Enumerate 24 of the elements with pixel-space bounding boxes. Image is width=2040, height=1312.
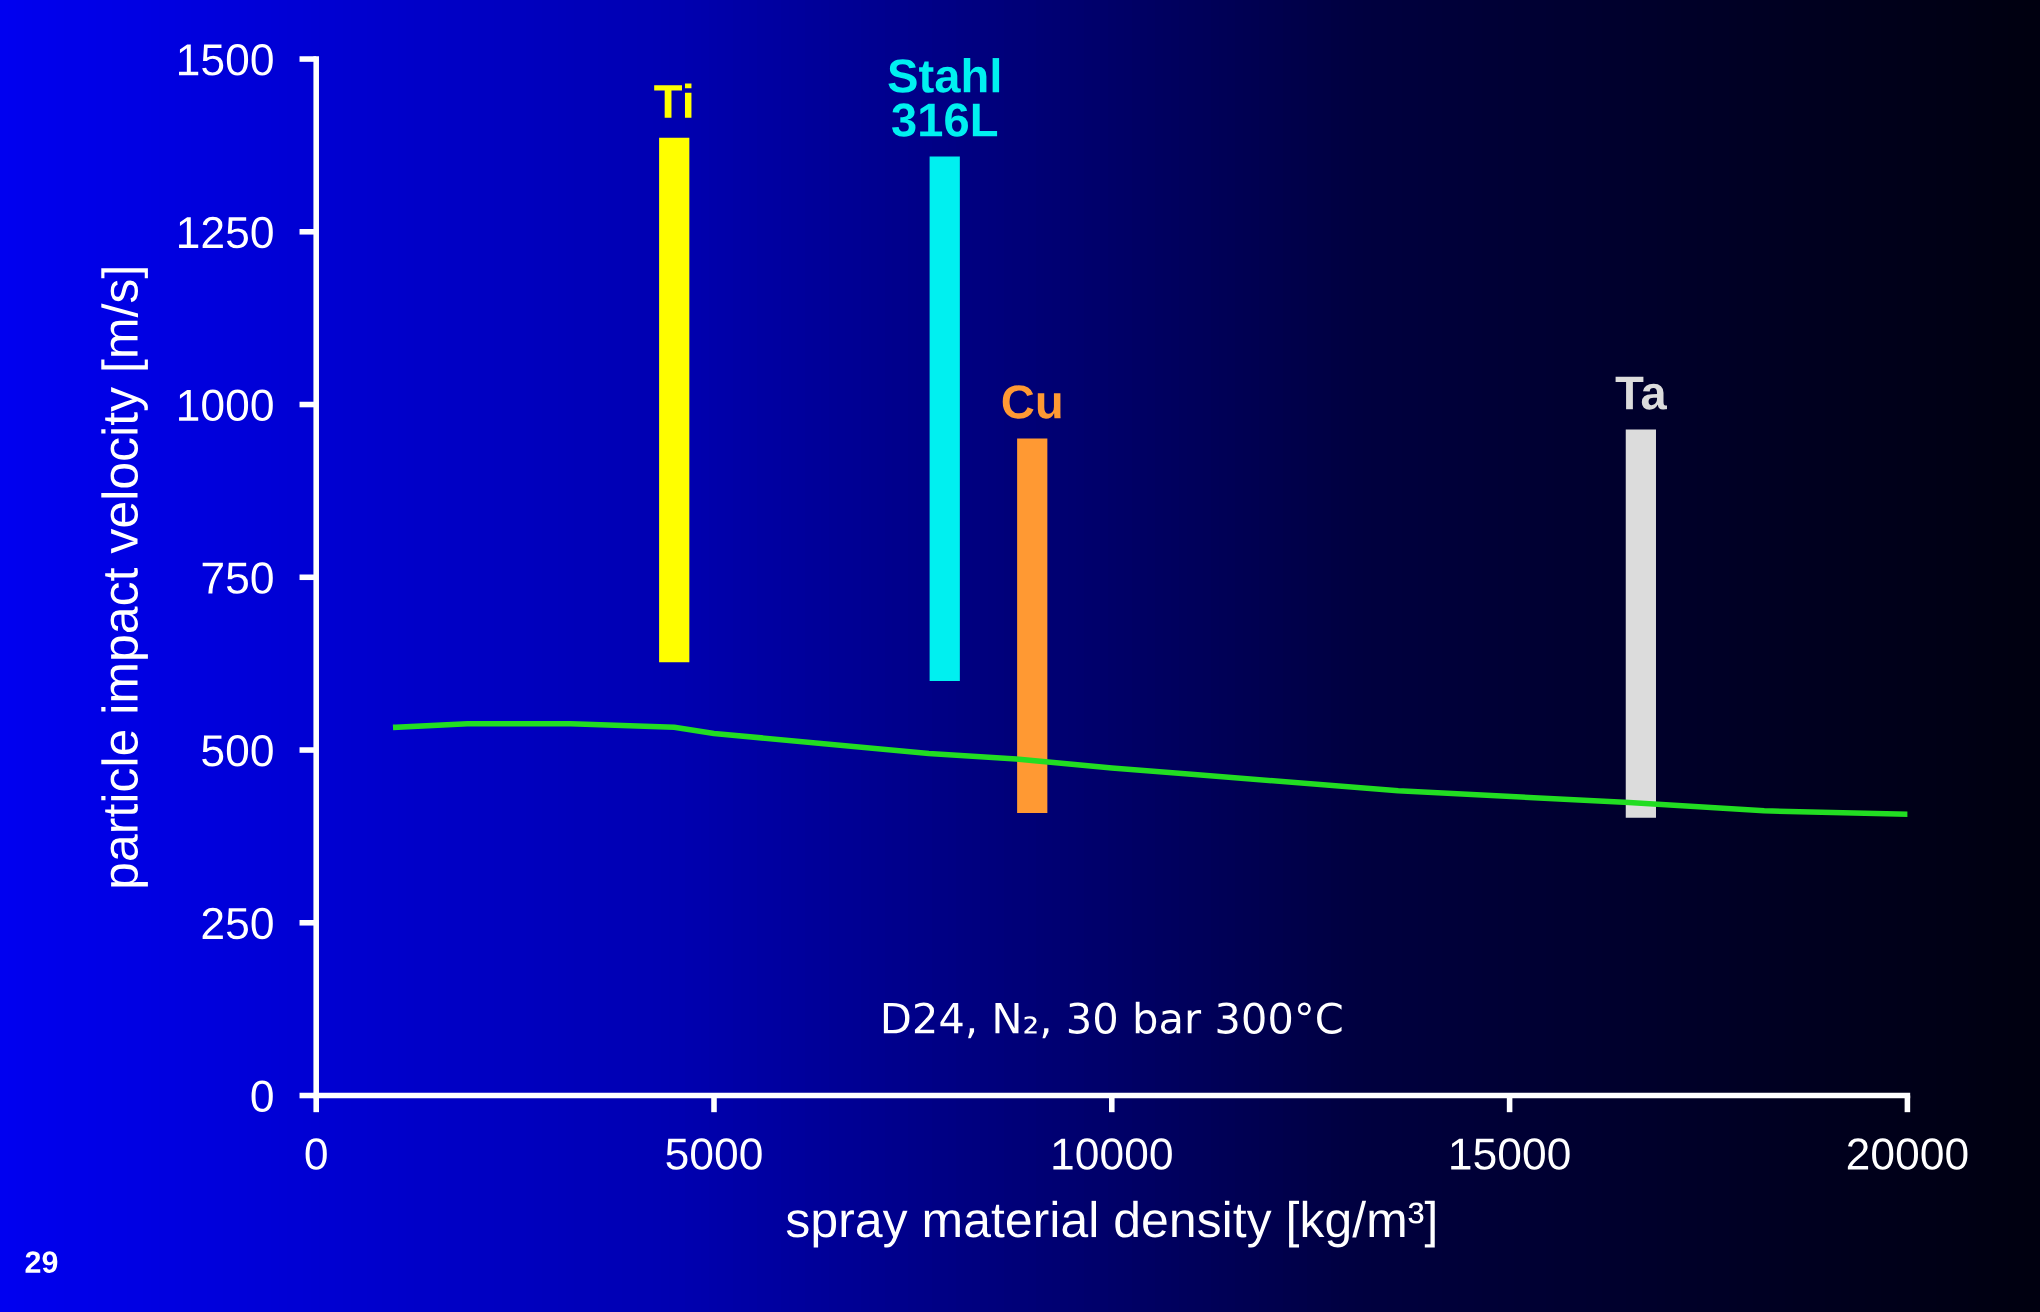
series-label: Stahl 316L — [888, 58, 1000, 137]
y-tick-label: 1000 — [179, 389, 273, 422]
x-tick-label: 0 — [305, 1138, 327, 1170]
x-tick-label: 5000 — [666, 1138, 762, 1170]
x-tick-label: 20000 — [1847, 1138, 1968, 1170]
series-label: Ta — [1615, 376, 1667, 410]
y-tick-label: 750 — [202, 562, 273, 594]
y-tick-label: 250 — [202, 907, 273, 940]
x-tick-label: 15000 — [1451, 1138, 1570, 1170]
y-axis-title: particle impact velocity [m/s] — [101, 268, 148, 887]
x-tick-label: 10000 — [1053, 1138, 1172, 1170]
x-axis-title: spray material density [kg/m³] — [786, 1200, 1435, 1248]
series-label: Ti — [654, 83, 692, 118]
y-tick-label: 1250 — [179, 216, 273, 249]
bar — [659, 137, 690, 663]
series-label: Cu — [1002, 385, 1061, 419]
annotation: D24, N₂, 30 bar 300°C — [883, 1001, 1342, 1039]
y-tick-label: 1500 — [179, 44, 273, 76]
y-tick-label: 0 — [251, 1080, 273, 1113]
bar — [1625, 429, 1656, 818]
text: 29 — [25, 1251, 58, 1273]
y-tick-label: 500 — [202, 735, 273, 767]
bar — [929, 156, 960, 681]
bar — [1017, 438, 1048, 813]
